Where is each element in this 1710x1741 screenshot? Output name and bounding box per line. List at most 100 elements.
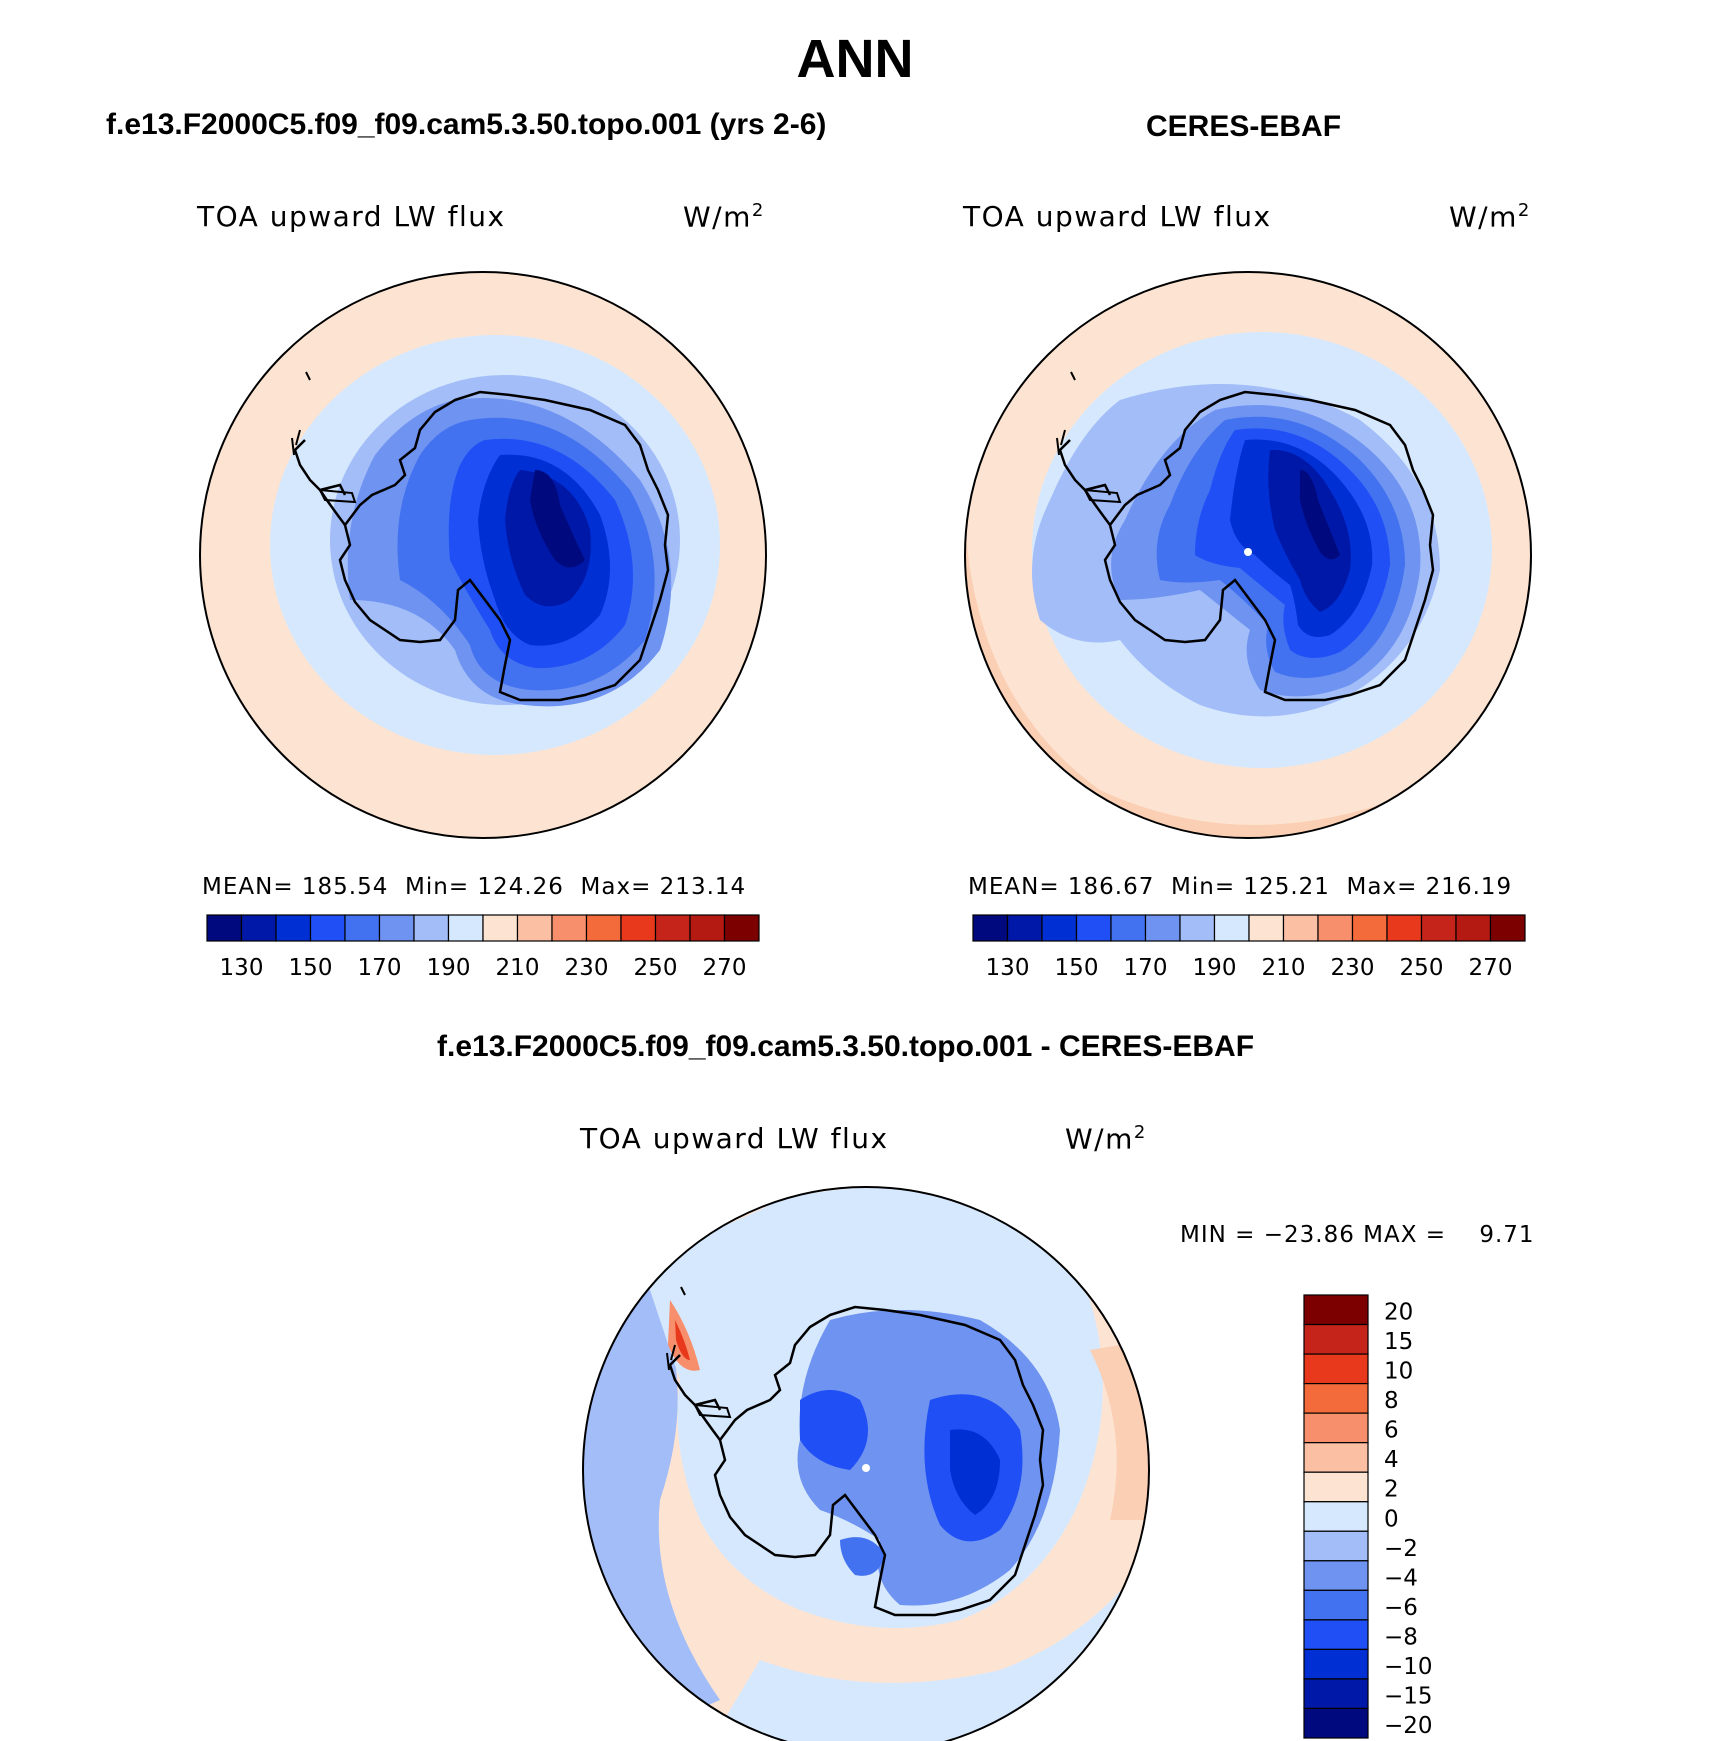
panel-1-min-label: Min= [405,874,470,900]
panel-1-colorbar-tick-label: 190 [427,955,471,981]
panel-2-colorbar-tick-label: 210 [1262,955,1306,981]
panel-2-title: CERES-EBAF [1146,110,1342,143]
panel-2-colorbar-tick-label: 230 [1331,955,1375,981]
panel-1-mean-value: 185.54 [301,874,389,900]
panel-3-colorbar-swatch-13 [1303,1678,1369,1710]
main-title: ANN [796,29,914,89]
panel-1-ice-shelf [318,488,357,504]
panel-2-pole-marker [1244,548,1252,556]
panel-3-colorbar-tick-label: −6 [1384,1595,1418,1621]
panel-3-colorbar-swatch-5 [1303,1442,1369,1473]
panel-3-warm-peninsula [668,1300,700,1371]
panel-1-colorbar-swatch-1 [240,914,277,942]
panel-1-colorbar-swatch-4 [344,914,381,942]
panel-3-colorbar-swatch-4 [1303,1412,1369,1444]
panel-3-stats: MIN = −23.86 MAX = 9.71 [1180,1222,1535,1248]
panel-2-mean-label: MEAN= [968,874,1060,900]
panel-2-units-base: W/m [1449,200,1518,234]
panel-1-colorbar-swatch-6 [413,914,450,942]
panel-1-units: W/m2 [683,200,765,233]
panel-2-colorbar-swatch-8 [1248,914,1285,942]
panel-2-colorbar-tick-label: 130 [986,955,1030,981]
panel-3-strong-cool-west [800,1390,868,1470]
panel-1-title: f.e13.F2000C5.f09_f09.cam5.3.50.topo.001… [106,108,827,141]
panel-2-variable: TOA upward LW flux [963,200,1272,233]
panel-3-colorbar-tick-label: −10 [1384,1654,1433,1680]
panel-3-units-exp: 2 [1133,1122,1147,1143]
panel-3-colorbar-swatch-9 [1303,1560,1369,1591]
panel-1-units-base: W/m [683,200,752,234]
panel-1-colorbar-swatch-15 [723,914,760,942]
panel-3-colorbar-swatch-1 [1303,1323,1369,1355]
panel-3-variable: TOA upward LW flux [580,1122,889,1155]
panel-2-map-border [964,271,1532,839]
panel-2-colorbar-tick-label: 250 [1400,955,1444,981]
panel-3-islands [598,1286,686,1371]
panel-2-colorbar-tick-label: 270 [1469,955,1513,981]
panel-1-colorbar-tick-label: 270 [703,955,747,981]
panel-2-colorbar-swatch-13 [1420,914,1457,942]
panel-1-colorbar-swatch-3 [309,914,346,942]
panel-3-map-border [582,1186,1150,1741]
panel-1-band-130 [530,470,585,568]
panel-1-colorbar-swatch-14 [689,914,726,942]
panel-3-colorbar-tick-label: 15 [1384,1329,1413,1355]
panel-3-colorbar-tick-label: −20 [1384,1713,1433,1739]
panel-3-pole-marker [862,1464,870,1472]
panel-2-stats: MEAN= 186.67 Min= 125.21 Max= 216.19 [968,874,1512,900]
panel-2-colorbar-swatch-9 [1282,914,1319,942]
panel-2-max-label: Max= [1346,874,1418,900]
panel-2-colorbar-tick-label: 150 [1055,955,1099,981]
panel-3-colorbar-tick-label: 20 [1384,1300,1413,1326]
panel-3-colorbar-swatch-7 [1303,1501,1369,1532]
panel-1-colorbar-swatch-9 [516,914,553,942]
panel-2-band-130 [1300,470,1340,560]
panel-1-max-value: 213.14 [659,874,747,900]
panel-2-map [965,272,1531,838]
panel-1-colorbar-tick-label: 230 [565,955,609,981]
panel-1-colorbar-swatch-12 [620,914,657,942]
panel-3-colorbar-tick-label: 10 [1384,1359,1413,1385]
panel-1-colorbar-swatch-7 [447,914,484,942]
panel-1-colorbar-tick-label: 130 [220,955,264,981]
panel-2-colorbar: 130 150 170 190 210 230 250 270 [972,914,1526,981]
panel-1-map [200,272,766,838]
panel-3-colorbar-swatch-14 [1303,1707,1369,1739]
panel-2-colorbar-tick-label: 190 [1193,955,1237,981]
panel-2-coastline [1103,390,1435,702]
panel-2-colorbar-swatch-1 [1006,914,1043,942]
panel-2-min-label: Min= [1171,874,1236,900]
panel-2-band-140 [1268,449,1351,612]
panel-3-units-base: W/m [1065,1122,1134,1156]
panel-3-coastline [713,1305,1045,1617]
panel-3-ice-shelf [693,1403,732,1419]
panel-2-max-value: 216.19 [1425,874,1513,900]
panel-1-colorbar-tick-label: 250 [634,955,678,981]
panel-3-colorbar-swatch-0 [1303,1294,1369,1326]
panel-2-colorbar-swatch-11 [1351,914,1388,942]
panel-1-max-label: Max= [580,874,652,900]
panel-1-colorbar-swatch-13 [654,914,691,942]
panel-3-map [583,1187,1149,1741]
panel-2-colorbar-tick-label: 170 [1124,955,1168,981]
panel-2-colorbar-swatch-4 [1110,914,1147,942]
panel-3-colorbar-swatch-3 [1303,1382,1369,1414]
panel-2-colorbar-swatch-5 [1144,914,1181,942]
panel-3-colorbar-swatch-10 [1303,1589,1369,1621]
panel-3-colorbar-tick-label: 8 [1384,1388,1399,1414]
panel-2-colorbar-swatch-14 [1455,914,1492,942]
panel-3-colorbar-tick-label: 2 [1384,1477,1399,1503]
panel-2-colorbar-swatch-10 [1317,914,1354,942]
panel-3-colorbar-swatch-6 [1303,1471,1369,1503]
panel-2-colorbar-swatch-3 [1075,914,1112,942]
panel-1-colorbar-swatch-8 [482,914,519,942]
panel-3-colorbar-tick-label: −4 [1384,1565,1418,1591]
panel-3-strongest-cool [950,1429,1000,1515]
panel-3-colorbar-tick-label: −8 [1384,1624,1418,1650]
panel-2-colorbar-swatch-2 [1041,914,1078,942]
panel-1-colorbar-swatch-2 [275,914,312,942]
panel-1-min-value: 124.26 [477,874,564,900]
panel-3-colorbar-tick-label: 4 [1384,1447,1399,1473]
